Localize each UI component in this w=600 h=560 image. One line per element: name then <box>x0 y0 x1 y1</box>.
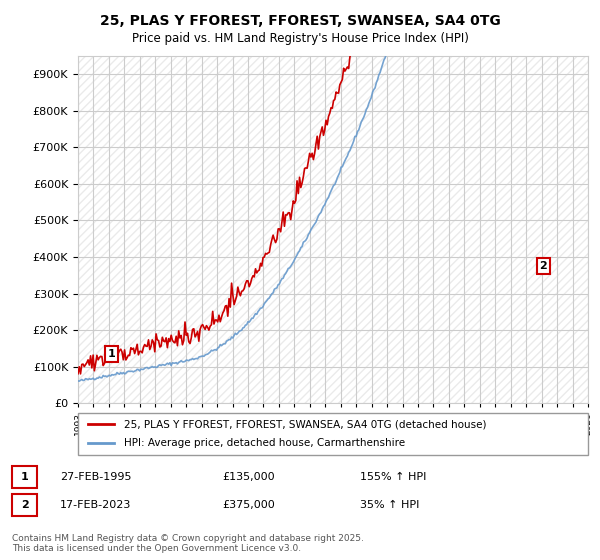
Text: 2: 2 <box>21 500 28 510</box>
Text: Price paid vs. HM Land Registry's House Price Index (HPI): Price paid vs. HM Land Registry's House … <box>131 32 469 45</box>
Text: 2: 2 <box>539 261 547 271</box>
Text: 25, PLAS Y FFOREST, FFOREST, SWANSEA, SA4 0TG (detached house): 25, PLAS Y FFOREST, FFOREST, SWANSEA, SA… <box>124 419 487 430</box>
Text: HPI: Average price, detached house, Carmarthenshire: HPI: Average price, detached house, Carm… <box>124 438 405 448</box>
Text: 155% ↑ HPI: 155% ↑ HPI <box>360 472 427 482</box>
Bar <box>12 494 37 516</box>
Text: Contains HM Land Registry data © Crown copyright and database right 2025.
This d: Contains HM Land Registry data © Crown c… <box>12 534 364 553</box>
Text: 25, PLAS Y FFOREST, FFOREST, SWANSEA, SA4 0TG: 25, PLAS Y FFOREST, FFOREST, SWANSEA, SA… <box>100 14 500 28</box>
Text: 27-FEB-1995: 27-FEB-1995 <box>60 472 131 482</box>
Text: £135,000: £135,000 <box>222 472 275 482</box>
Text: 35% ↑ HPI: 35% ↑ HPI <box>360 500 419 510</box>
Bar <box>12 466 37 488</box>
Text: 1: 1 <box>21 472 28 482</box>
Text: £375,000: £375,000 <box>222 500 275 510</box>
Text: 1: 1 <box>107 349 115 359</box>
Text: 17-FEB-2023: 17-FEB-2023 <box>60 500 131 510</box>
